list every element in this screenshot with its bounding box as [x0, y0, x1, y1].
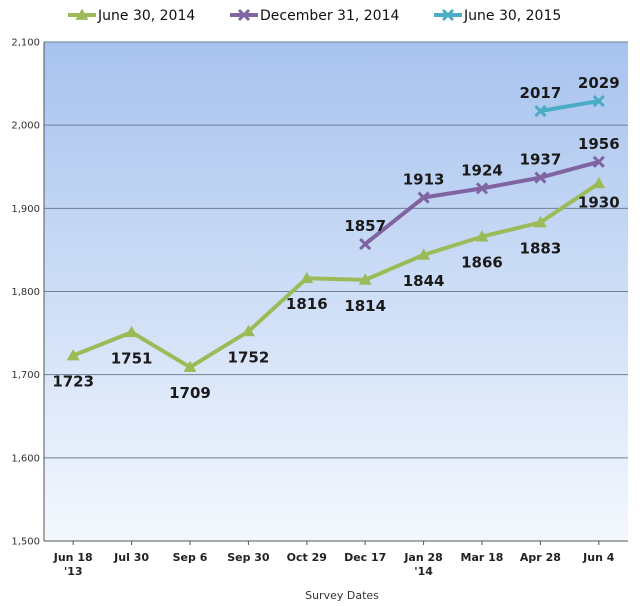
data-label: 1751 — [111, 349, 153, 367]
x-tick-label: Dec 17 — [344, 551, 386, 564]
data-label: 1866 — [461, 254, 503, 272]
data-point-stroke — [592, 155, 605, 168]
y-tick-label: 1,600 — [11, 453, 40, 464]
data-label: 1844 — [403, 272, 445, 290]
data-point-stroke — [475, 182, 489, 195]
data-point-stroke — [534, 104, 547, 118]
data-point — [533, 215, 547, 228]
data-point — [66, 349, 80, 361]
x-tick-label: Jan 28 — [403, 551, 442, 564]
y-tick-label: 1,500 — [11, 537, 40, 548]
data-label: 1913 — [403, 171, 445, 189]
data-point — [241, 324, 255, 337]
x-tick-label: Jul 30 — [113, 551, 149, 564]
x-tick-label: Oct 29 — [287, 551, 327, 564]
x-axis-ticks: Jun 18'13 Jul 30 Sep 6 Sep 30 Oct 29 Dec 17 Ja… — [53, 551, 615, 578]
data-point — [125, 325, 139, 338]
data-point — [592, 155, 605, 168]
data-point-stroke — [359, 238, 372, 251]
x-tick-label: '14 — [414, 565, 433, 578]
data-point-stroke — [417, 191, 430, 204]
x-tick-label: Apr 28 — [520, 551, 561, 564]
data-point — [534, 104, 547, 118]
y-tick-label: 1,800 — [11, 287, 40, 298]
x-tick-label: Jun 18 — [53, 551, 93, 564]
data-label: 1709 — [169, 384, 211, 402]
series-line — [72, 181, 600, 370]
data-point — [359, 238, 372, 251]
data-point — [475, 230, 489, 242]
data-point — [417, 191, 430, 204]
data-label: 1752 — [228, 348, 270, 366]
data-label: 1883 — [520, 239, 562, 257]
data-label: 1857 — [344, 217, 386, 235]
y-axis-ticks: 1,500 1,600 1,700 1,800 1,900 2,000 2,100 — [11, 38, 40, 548]
x-tick-label: '13 — [64, 565, 83, 578]
x-tick-label: Mar 18 — [461, 551, 504, 564]
data-point — [592, 94, 605, 108]
data-point-stroke — [441, 8, 455, 22]
data-label: 1814 — [344, 297, 386, 315]
data-point-stroke — [237, 8, 251, 22]
data-label: 1937 — [520, 151, 562, 169]
data-point — [183, 360, 197, 373]
data-point-stroke — [592, 94, 605, 108]
x-tick-label: Sep 6 — [173, 551, 208, 564]
data-label: 1956 — [578, 135, 620, 153]
data-point — [592, 176, 606, 189]
series-line — [540, 99, 600, 113]
data-point — [475, 182, 489, 195]
data-point — [441, 8, 455, 22]
data-label: 1816 — [286, 295, 328, 313]
data-label: 2017 — [520, 84, 562, 102]
series-layer — [66, 94, 606, 373]
data-label: 1924 — [461, 161, 503, 179]
legend-label: December 31, 2014 — [260, 8, 399, 24]
x-tick-label: Sep 30 — [227, 551, 270, 564]
y-tick-label: 1,900 — [11, 204, 40, 215]
data-point — [534, 171, 547, 184]
y-tick-label: 2,000 — [11, 121, 40, 132]
data-point — [237, 8, 251, 22]
legend-label: June 30, 2015 — [463, 8, 561, 24]
data-point — [358, 273, 372, 285]
data-point — [75, 8, 89, 20]
gridlines — [43, 41, 628, 545]
data-point — [300, 271, 314, 284]
x-axis-title: Survey Dates — [305, 589, 379, 602]
y-tick-label: 1,700 — [11, 370, 40, 381]
legend: June 30, 2014 December 31, 2014 June 30, 2… — [68, 8, 561, 24]
data-point-stroke — [534, 171, 547, 184]
legend-label: June 30, 2014 — [97, 8, 195, 24]
data-labels: 1723 1751 1709 1752 1816 1814 1844 1866 1883 1930… — [52, 74, 619, 402]
x-tick-label: Jun 4 — [582, 551, 615, 564]
data-label: 2029 — [578, 74, 620, 92]
data-point — [417, 248, 431, 260]
data-label: 1723 — [52, 373, 94, 391]
data-label: 1930 — [578, 193, 620, 211]
y-tick-label: 2,100 — [11, 38, 40, 49]
